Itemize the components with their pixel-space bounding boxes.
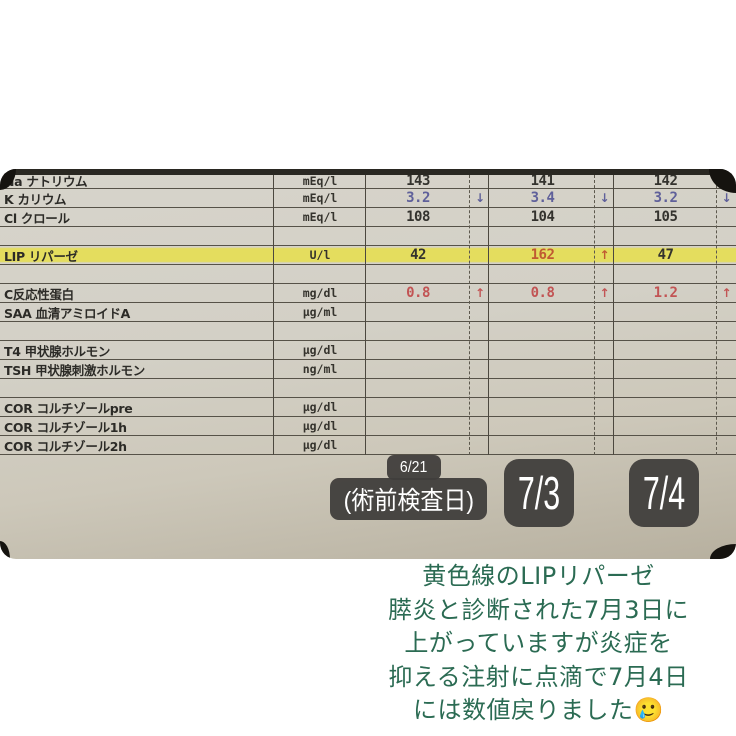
unit-cell: mg/dl	[302, 286, 338, 300]
value-cell-74: 142	[653, 175, 678, 188]
test-name-cell: T4 甲状腺ホルモン	[4, 343, 111, 359]
sticker-date-74: 7/4	[629, 459, 699, 527]
caption-text: 黄色線のLIPリパーゼ 膵炎と診断された7月3日に 上がっていますが炎症を 抑え…	[340, 560, 736, 728]
caption-line: 膵炎と診断された7月3日に	[387, 595, 690, 624]
grid-line-dashed	[716, 175, 717, 455]
table-row	[0, 379, 736, 398]
value-cell-621: 108	[406, 209, 430, 225]
unit-cell: μg/dl	[302, 343, 338, 357]
flag-arrow-74: ↑	[721, 286, 732, 300]
unit-cell: U/l	[309, 248, 331, 262]
photo-corner-shadow	[710, 544, 736, 559]
photo-corner-shadow	[0, 541, 10, 559]
grid-line-dashed	[594, 175, 595, 455]
test-name-cell: Cl クロール	[4, 210, 70, 226]
table-row: COR コルチゾールpre μg/dl	[0, 398, 736, 417]
table-row: COR コルチゾール1h μg/dl	[0, 417, 736, 436]
value-cell-621: 0.8	[406, 285, 430, 301]
table-row: Cl クロール mEq/l 108 104 105	[0, 208, 736, 227]
grid-line-vertical	[488, 175, 489, 455]
photo-top-edge	[0, 169, 736, 175]
grid-line-vertical	[365, 175, 366, 455]
unit-cell: μg/dl	[302, 438, 338, 452]
test-name-cell: COR コルチゾール1h	[4, 419, 127, 435]
value-cell-74: 47	[657, 247, 674, 263]
flag-arrow-73: ↑	[599, 248, 610, 262]
grid-line-vertical	[273, 175, 274, 455]
unit-cell: ng/ml	[302, 362, 338, 376]
grid-line-dashed	[469, 175, 470, 455]
value-cell-621: 42	[410, 247, 426, 263]
test-name-cell: LIP リパーゼ	[4, 248, 78, 264]
unit-cell: μg/dl	[302, 400, 338, 414]
unit-cell: μg/ml	[302, 305, 338, 319]
value-cell-621: 143	[406, 175, 430, 188]
sticker-date-621: 6/21	[387, 455, 441, 480]
table-row: COR コルチゾール2h μg/dl	[0, 436, 736, 455]
flag-arrow-73: ↓	[599, 191, 610, 205]
value-cell-73: 104	[530, 209, 555, 225]
flag-arrow-74: ↓	[721, 191, 732, 205]
sticker-preop-label: (術前検査日)	[330, 478, 487, 520]
grid-line-vertical	[613, 175, 614, 455]
table-row: C反応性蛋白 mg/dl 0.8 ↑ 0.8 ↑ 1.2 ↑	[0, 284, 736, 303]
value-cell-73: 3.4	[530, 190, 555, 206]
table-row: K カリウム mEq/l 3.2 ↓ 3.4 ↓ 3.2 ↓	[0, 189, 736, 208]
lab-table: Na ナトリウム mEq/l 143 141 142 K カリウム mEq/l …	[0, 175, 736, 455]
sticker-date-74-text: 7/4	[642, 467, 686, 519]
test-name-cell: Na ナトリウム	[4, 175, 88, 188]
unit-cell: mEq/l	[302, 191, 338, 205]
flag-arrow-73: ↑	[599, 286, 610, 300]
test-name-cell: K カリウム	[4, 191, 67, 207]
table-row	[0, 322, 736, 341]
sticker-date-621-text: 6/21	[400, 458, 428, 476]
caption-line: には数値戻りました🥲	[413, 696, 664, 724]
sticker-date-73: 7/3	[504, 459, 574, 527]
value-cell-74: 3.2	[653, 190, 678, 206]
value-cell-73: 0.8	[530, 285, 555, 301]
unit-cell: mEq/l	[302, 210, 338, 224]
table-row: LIP リパーゼ U/l 42 162 ↑ 47	[0, 246, 736, 265]
sticker-date-73-text: 7/3	[517, 467, 561, 519]
caption-line: 上がっていますが炎症を	[404, 629, 673, 657]
table-row: SAA 血清アミロイドA μg/ml	[0, 303, 736, 322]
table-row	[0, 227, 736, 246]
table-row	[0, 265, 736, 284]
flag-arrow-621: ↓	[474, 191, 486, 205]
caption-line: 抑える注射に点滴で7月4日	[388, 662, 689, 691]
test-name-cell: SAA 血清アミロイドA	[4, 305, 131, 321]
table-row: T4 甲状腺ホルモン μg/dl	[0, 341, 736, 360]
test-name-cell: COR コルチゾール2h	[4, 438, 127, 454]
test-name-cell: TSH 甲状腺刺激ホルモン	[4, 362, 145, 378]
value-cell-74: 1.2	[653, 285, 678, 301]
value-cell-74: 105	[653, 209, 678, 225]
value-cell-73: 162	[530, 247, 555, 263]
caption-line: 黄色線のLIPリパーゼ	[422, 562, 655, 590]
unit-cell: mEq/l	[302, 175, 338, 188]
table-row: TSH 甲状腺刺激ホルモン ng/ml	[0, 360, 736, 379]
value-cell-621: 3.2	[406, 190, 430, 206]
test-name-cell: COR コルチゾールpre	[4, 400, 133, 416]
test-name-cell: C反応性蛋白	[4, 286, 74, 302]
table-row: Na ナトリウム mEq/l 143 141 142	[0, 175, 736, 189]
sticker-preop-label-text: (術前検査日)	[343, 487, 474, 515]
unit-cell: μg/dl	[302, 419, 338, 433]
value-cell-73: 141	[530, 175, 555, 188]
flag-arrow-621: ↑	[474, 286, 486, 300]
